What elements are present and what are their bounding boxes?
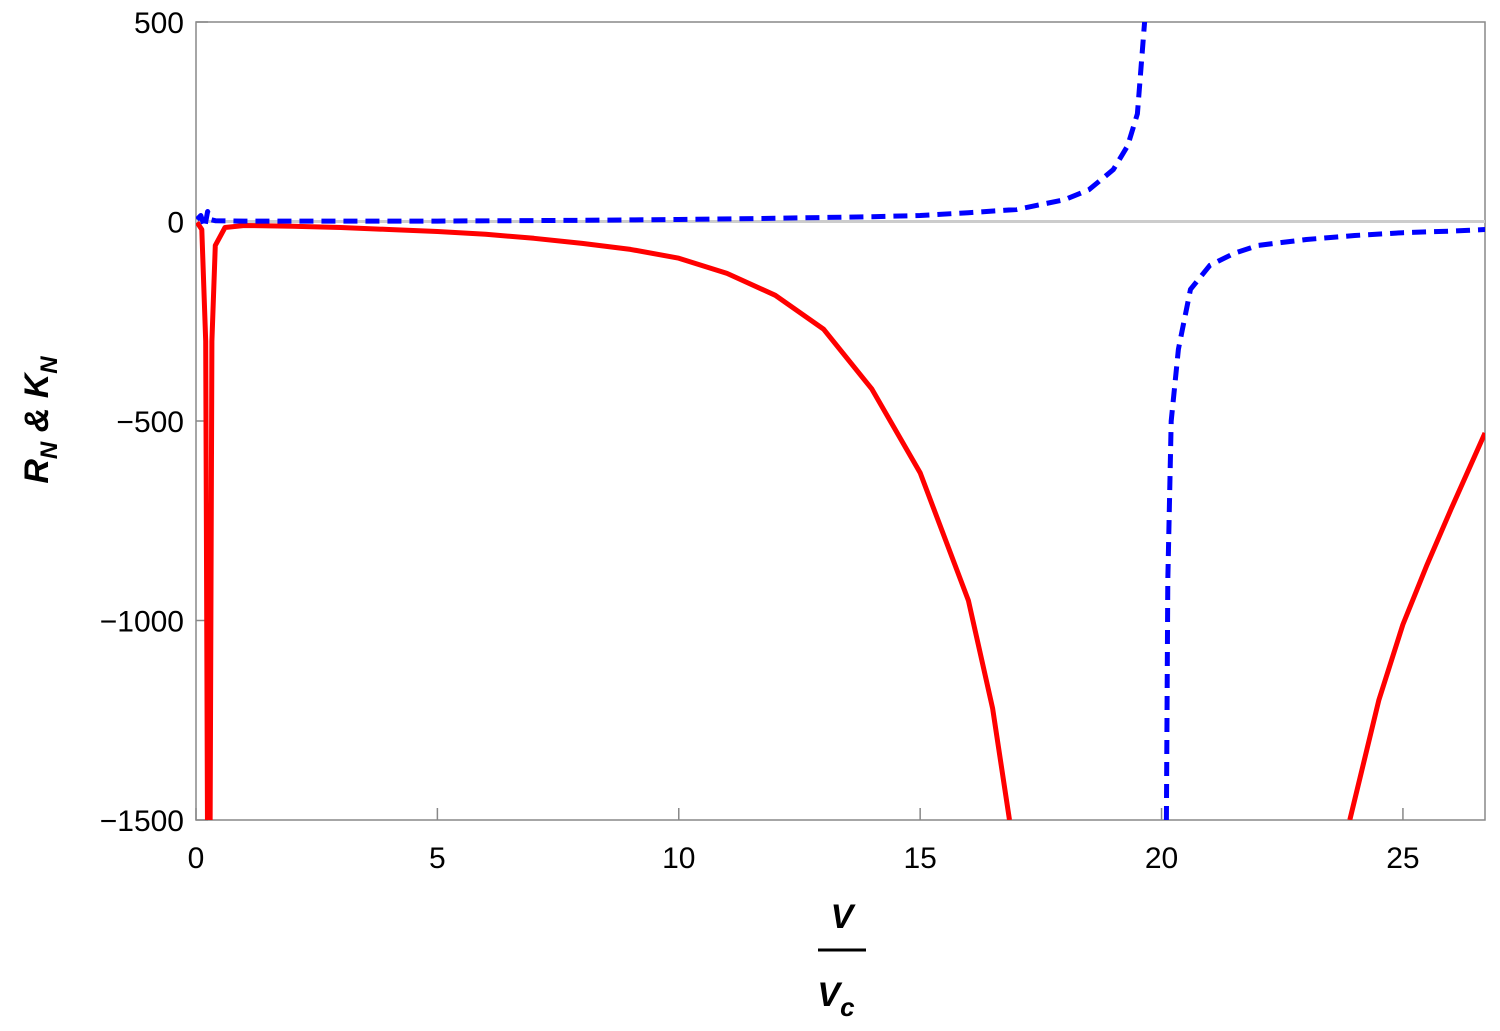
x-label-sub: c [840,992,855,1022]
x-label-part: V [817,976,843,1014]
x-tick-label: 5 [429,842,446,875]
y-tick-label: −1000 [100,606,184,639]
series-line [196,22,1485,820]
x-tick-label: 0 [188,842,205,875]
ticks: 0 5 10 15 20 25 500 0 −500 −1000 −1500 [100,7,1420,875]
x-label-denominator: Vc [817,976,855,1022]
y-tick-label: 0 [167,207,184,240]
y-label-part: & [18,398,56,441]
y-axis-label: RN & KN [18,356,63,484]
x-label-numerator: V [831,898,857,936]
y-label-sub: N [36,441,63,459]
y-label-part: K [18,371,56,398]
x-tick-label: 20 [1145,842,1178,875]
x-tick-label: 25 [1386,842,1419,875]
plot-frame [195,21,1486,821]
y-label-sub: N [36,356,63,374]
series-line [196,220,1485,820]
y-tick-label: −1500 [100,805,184,838]
plot-area [196,22,1485,820]
y-label-part: R [18,459,56,484]
y-tick-label: 500 [134,7,184,40]
x-tick-label: 15 [903,842,936,875]
x-tick-label: 10 [662,842,695,875]
y-tick-label: −500 [116,406,184,439]
